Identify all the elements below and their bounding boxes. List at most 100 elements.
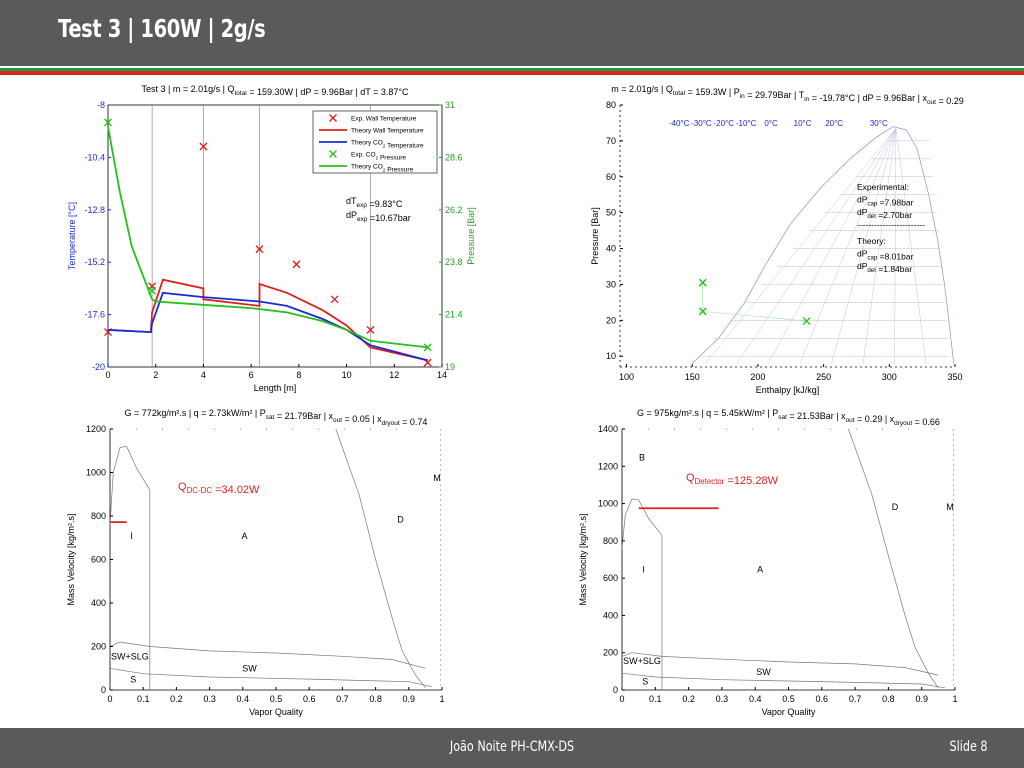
annotation-dp-part: dP (346, 210, 357, 220)
slide-title: Test 3 | 160W | 2g/s (58, 14, 266, 43)
x-tick-label: 0.9 (403, 694, 416, 704)
x-tick-label: 0.3 (203, 694, 216, 704)
legend-label-part: Temperature (385, 143, 424, 150)
data-point-stroke (104, 118, 112, 127)
x-tick-label: 0.5 (782, 694, 795, 704)
chart-title-sub: in (804, 96, 809, 103)
x-tick-label: 150 (685, 372, 700, 382)
x-tick-label: 0.4 (237, 694, 250, 704)
dp-annotation-part: =2.70bar (876, 210, 912, 220)
dp-annotation-sub: det (867, 267, 876, 274)
slide-header: Test 3 | 160W | 2g/s (0, 0, 1024, 66)
chart-title-part: Test 3 | m = 2.01g/s | Q (142, 84, 235, 94)
quality-line (736, 128, 897, 364)
heat-annotation-sub: Detector (695, 477, 725, 486)
data-point-stroke (292, 260, 301, 269)
quality-line (895, 128, 927, 364)
chart-title: G = 772kg/m².s | q = 2.73kW/m² | Psat = … (125, 408, 428, 427)
dp-annotation-sub: cap (867, 255, 877, 262)
chart-title-part: = 21.53Bar | x (787, 411, 846, 421)
region-label-SW: SW (756, 667, 771, 677)
data-point-stroke (698, 278, 707, 287)
x-tick-label: 0 (619, 694, 624, 704)
dp-annotation-part: ------------------------ (857, 220, 925, 230)
y-tick-label: -17.6 (84, 310, 105, 320)
x-axis-label: Vapor Quality (249, 707, 303, 717)
flow-map-dcdc-chart: G = 772kg/m².s | q = 2.73kW/m² | Psat = … (66, 408, 445, 717)
region-label-SW+SLG: SW+SLG (623, 656, 661, 666)
dp-annotation-part: Theory: (857, 236, 886, 246)
region-label-SW: SW (242, 664, 257, 674)
chart-title-part: = 159.30W | dP = 9.96Bar | dT = 3.87°C (247, 87, 409, 97)
x-tick-label: 0.2 (170, 694, 183, 704)
legend-label-part: Pressure (385, 167, 413, 174)
dp-annotation-part: dP (857, 261, 868, 271)
y-tick-label: 0 (613, 685, 618, 695)
dp-annotation-part: =7.98bar (877, 198, 913, 208)
temperature-pressure-chart: Test 3 | m = 2.01g/s | Qtotal = 159.30W … (67, 84, 476, 393)
y-tick-label: 1000 (86, 468, 106, 478)
region-label-I: I (642, 565, 645, 575)
series-line-4 (107, 126, 428, 349)
heat-annotation: QDetector =125.28W (686, 472, 779, 487)
dp-annotation-part: Experimental: (857, 182, 909, 192)
chart-title: m = 2.01g/s | Qtotal = 159.3W | Pin = 29… (611, 84, 964, 106)
quality-line (862, 128, 897, 364)
x-tick-label: 0.1 (649, 694, 662, 704)
y-tick-label: 40 (606, 244, 616, 254)
chart-title-sub: dryout (894, 420, 912, 427)
x-axis-label: Enthalpy [kJ/kg] (756, 385, 820, 395)
transition-curve-d (335, 428, 426, 689)
x-tick-label: 1 (952, 694, 957, 704)
data-point-stroke (199, 142, 208, 151)
x-tick-label: 350 (947, 372, 962, 382)
plot-area (110, 429, 442, 690)
chart-title-part: = 29.79Bar | T (745, 90, 805, 100)
region-label-A: A (241, 531, 247, 541)
dp-annotation: ------------------------ (857, 220, 925, 230)
legend-label-part: Exp. CO (351, 152, 376, 159)
region-label-M: M (433, 473, 441, 483)
isotherm-label: 30°C (870, 119, 888, 128)
data-point-stroke (366, 325, 375, 334)
chart-title-part: = 0.29 (936, 96, 964, 106)
x-tick-label: 0.8 (369, 694, 382, 704)
x-tick-label: 0.7 (336, 694, 349, 704)
x-tick-label: 8 (296, 370, 301, 380)
y2-tick-label: 19 (445, 362, 455, 372)
region-label-A: A (757, 565, 763, 575)
y-tick-label: 0 (101, 685, 106, 695)
plot-area (620, 105, 955, 367)
y-tick-label: -15.2 (84, 257, 105, 267)
data-point-stroke (255, 245, 264, 254)
chart-title-sub: total (234, 90, 246, 97)
legend-label-part: Exp. Wall Temperature (351, 116, 417, 123)
heat-annotation-part: =34.02W (212, 484, 260, 496)
x-tick-label: 200 (750, 372, 765, 382)
data-point (255, 245, 264, 254)
quality-line (831, 128, 897, 364)
dp-annotation-sub: det (867, 213, 876, 220)
heat-annotation-part: Q (686, 472, 695, 484)
data-point (104, 118, 112, 127)
dp-annotation: dPcap =7.98bar (857, 195, 914, 208)
x-tick-label: 1 (439, 694, 444, 704)
legend: Exp. Wall Temperature Theory Wall Tempera… (312, 110, 438, 174)
dp-annotation: dPcap =8.01bar (857, 249, 914, 262)
annotation-dp-part: =10.67bar (367, 213, 410, 223)
region-label-M: M (946, 502, 954, 512)
transition-curve-s (621, 672, 946, 689)
y2-axis-label: Pressure [Bar] (466, 207, 476, 265)
isotherm-label: 0°C (764, 119, 778, 128)
y-tick-label: 1400 (598, 424, 618, 434)
region-label-D: D (397, 515, 404, 525)
y2-tick-label: 31 (445, 100, 455, 110)
y-tick-label: 200 (91, 642, 106, 652)
legend-label: Theory CO2 Temperature (351, 140, 424, 150)
legend-marker-stroke (329, 114, 337, 122)
chart-title-part: = 0.66 (912, 417, 940, 427)
y-tick-label: 50 (606, 208, 616, 218)
y-tick-label: 80 (606, 100, 616, 110)
chart-title-part: = 0.74 (400, 417, 428, 427)
dp-annotation-part: dP (857, 195, 868, 205)
